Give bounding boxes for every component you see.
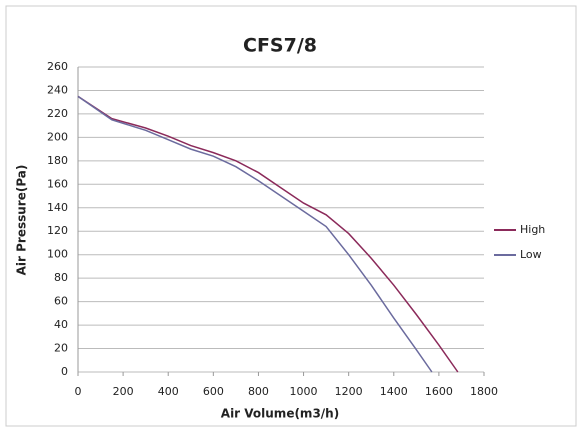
line-series [77,95,433,373]
x-tick-label: 1600 [425,385,453,398]
y-tick-label: 160 [47,177,68,190]
x-tick-label: 400 [158,385,179,398]
y-tick-label: 200 [47,130,68,143]
y-tick-label: 140 [47,201,68,214]
chart-title: CFS7/8 [243,35,317,57]
x-tick-label: 1400 [380,385,408,398]
x-tick-label: 1800 [470,385,498,398]
y-tick-label: 120 [47,224,68,237]
x-tick-label: 1200 [335,385,363,398]
y-tick-label: 60 [54,295,68,308]
x-tick-label: 0 [75,385,82,398]
legend-label: High [520,223,545,236]
line-series [77,95,459,373]
y-tick-label: 100 [47,248,68,261]
legend-label: Low [520,248,542,261]
y-tick-label: 80 [54,271,68,284]
y-tick-label: 180 [47,154,68,167]
x-tick-label: 600 [203,385,224,398]
y-tick-label: 40 [54,318,68,331]
x-tick-label: 800 [248,385,269,398]
y-tick-label: 220 [47,107,68,120]
x-tick-label: 1000 [290,385,318,398]
y-tick-label: 260 [47,60,68,73]
y-axis-title: Air Pressure(Pa) [15,165,29,276]
y-tick-label: 240 [47,83,68,96]
y-tick-label: 0 [61,365,68,378]
x-axis-title: Air Volume(m3/h) [221,407,339,421]
y-tick-label: 20 [54,342,68,355]
x-tick-label: 200 [113,385,134,398]
chart-frame [5,5,577,427]
